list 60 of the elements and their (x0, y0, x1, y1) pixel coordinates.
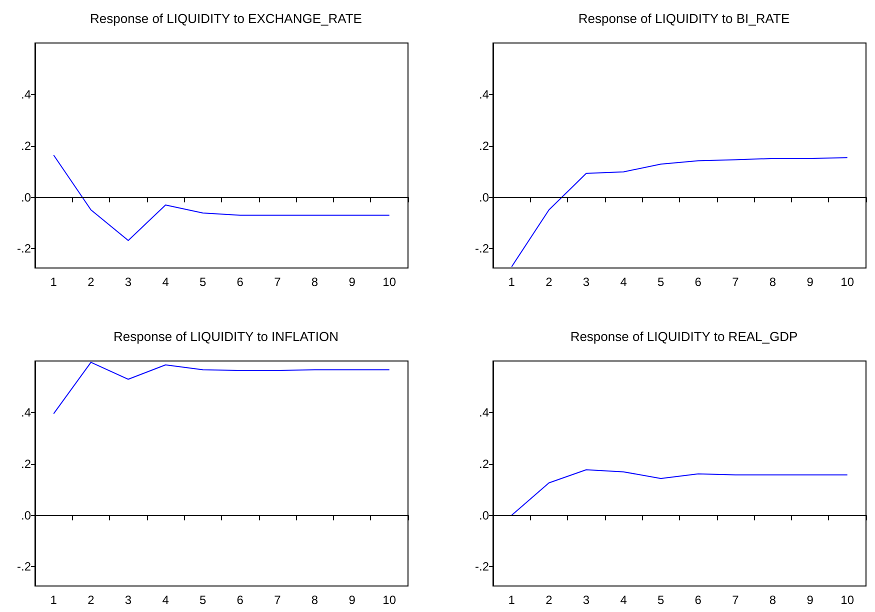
x-tick-label: 9 (348, 275, 356, 289)
x-tick-label: 7 (274, 593, 282, 607)
y-tick-label: .4 (478, 405, 490, 420)
x-tick-label: 5 (658, 593, 665, 607)
x-tick-label: 4 (620, 593, 628, 607)
y-tick-label: -.2 (16, 560, 32, 574)
y-tick-label: .2 (20, 138, 32, 153)
x-tick-label: 4 (162, 593, 170, 607)
chart-title: Response of LIQUIDITY to EXCHANGE_RATE (90, 11, 362, 26)
y-tick-label: .4 (20, 405, 32, 420)
chart-title: Response of LIQUIDITY to INFLATION (114, 329, 338, 344)
x-tick-label: 4 (162, 275, 170, 289)
x-tick-label: 5 (200, 275, 207, 289)
x-tick-label: 3 (124, 593, 132, 607)
x-tick-label: 1 (50, 593, 58, 607)
x-tick-label: 6 (694, 593, 702, 607)
y-tick-label: .2 (478, 138, 490, 153)
x-tick-label: 3 (124, 275, 132, 289)
x-tick-label: 4 (620, 275, 628, 289)
x-tick-label: 1 (50, 275, 58, 289)
x-tick-label: 6 (236, 275, 244, 289)
x-tick-label: 9 (806, 593, 814, 607)
y-tick-label: .2 (20, 456, 32, 471)
x-tick-label: 8 (769, 593, 776, 607)
x-tick-label: 7 (274, 275, 282, 289)
x-tick-label: 5 (200, 593, 207, 607)
x-tick-label: 8 (311, 275, 318, 289)
x-tick-label: 7 (732, 275, 740, 289)
chart-title: Response of LIQUIDITY to BI_RATE (578, 11, 790, 26)
x-tick-label: 8 (769, 275, 776, 289)
x-tick-label: 3 (582, 593, 590, 607)
y-tick-label: .0 (478, 508, 490, 522)
y-tick-label: .0 (20, 190, 32, 204)
x-tick-label: 7 (732, 593, 740, 607)
y-tick-label: .4 (20, 87, 32, 102)
chart-title: Response of LIQUIDITY to REAL_GDP (570, 329, 798, 344)
x-tick-label: 8 (311, 593, 318, 607)
y-tick-label: -.2 (16, 242, 32, 256)
y-tick-label: .0 (20, 508, 32, 522)
x-tick-label: 2 (546, 593, 553, 607)
x-tick-label: 2 (88, 275, 95, 289)
x-tick-label: 10 (382, 593, 396, 607)
y-tick-label: .0 (478, 190, 490, 204)
x-tick-label: 3 (582, 275, 590, 289)
y-tick-label: -.2 (474, 560, 490, 574)
x-tick-label: 1 (508, 593, 516, 607)
x-tick-label: 10 (840, 593, 854, 607)
x-tick-label: 2 (546, 275, 553, 289)
x-tick-label: 10 (840, 275, 854, 289)
x-tick-label: 5 (658, 275, 665, 289)
x-tick-label: 9 (348, 593, 356, 607)
x-tick-label: 6 (694, 275, 702, 289)
y-tick-label: -.2 (474, 242, 490, 256)
x-tick-label: 6 (236, 593, 244, 607)
x-tick-label: 10 (382, 275, 396, 289)
x-tick-label: 9 (806, 275, 814, 289)
x-tick-label: 1 (508, 275, 516, 289)
y-tick-label: .2 (478, 456, 490, 471)
y-tick-label: .4 (478, 87, 490, 102)
x-tick-label: 2 (88, 593, 95, 607)
